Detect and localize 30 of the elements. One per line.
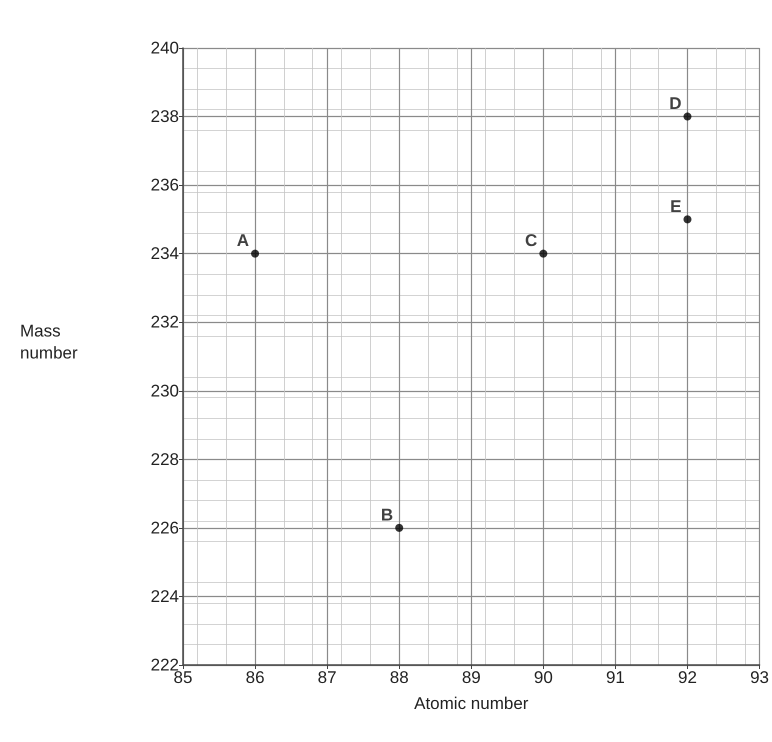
x-tick-label: 88 <box>390 668 409 687</box>
x-axis-title: Atomic number <box>414 694 529 713</box>
y-tick-label: 224 <box>150 586 179 606</box>
x-tick-label: 92 <box>678 668 697 687</box>
y-axis-title: Mass number <box>20 322 78 362</box>
x-tick-label: 93 <box>750 668 770 687</box>
y-tick-label: 236 <box>150 176 179 195</box>
point <box>539 250 548 258</box>
x-tick-label: 91 <box>606 668 625 687</box>
y-tick-label: 240 <box>150 38 179 58</box>
y-tick-label: 238 <box>150 107 179 126</box>
x-tick-label: 89 <box>462 668 481 687</box>
annotation: E <box>670 196 682 216</box>
point <box>395 524 404 532</box>
point <box>251 250 260 258</box>
point <box>683 215 692 224</box>
y-tick-label: 234 <box>150 244 179 264</box>
annotation: C <box>525 231 538 250</box>
annotation: D <box>669 94 682 114</box>
x-tick-label: 87 <box>318 668 337 687</box>
x-tick-label: 85 <box>174 668 192 687</box>
y-tick-label: 226 <box>150 518 179 538</box>
y-tick-label: 230 <box>150 381 179 400</box>
annotation: B <box>380 505 394 524</box>
y-tick-label: 228 <box>150 450 179 469</box>
y-tick-label: 232 <box>150 312 179 332</box>
point <box>683 112 692 121</box>
annotation: A <box>236 231 250 250</box>
x-tick-label: 86 <box>246 668 265 687</box>
x-tick-label: 90 <box>534 668 553 687</box>
